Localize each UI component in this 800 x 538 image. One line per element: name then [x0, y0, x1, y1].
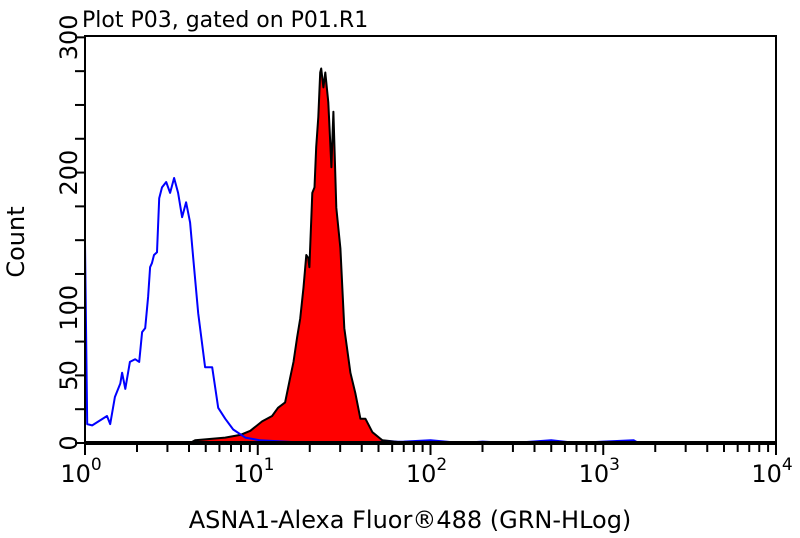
y-tick-label: 200 — [55, 150, 83, 196]
x-tick-exponent: 3 — [609, 455, 620, 475]
y-tick-label: 100 — [55, 285, 83, 331]
x-tick-base: 10 — [60, 460, 91, 488]
y-axis-title: Count — [2, 206, 30, 277]
x-tick-exponent: 0 — [91, 455, 102, 475]
y-tick-label: 300 — [55, 14, 83, 60]
series-layer — [84, 67, 776, 444]
x-tick-exponent: 4 — [782, 455, 793, 475]
y-tick-label: 50 — [55, 360, 83, 391]
x-tick-base: 10 — [406, 460, 437, 488]
y-tick-label: 0 — [55, 435, 83, 450]
x-tick-label: 102 — [406, 455, 447, 488]
series-1-filled-histogram — [189, 67, 405, 444]
x-tick-label: 100 — [60, 455, 101, 488]
x-tick-exponent: 2 — [436, 455, 447, 475]
x-tick-label: 101 — [233, 455, 274, 488]
x-axis-ticks: 100 101 102 103 104 — [60, 443, 793, 488]
chart-title: Plot P03, gated on P01.R1 — [82, 8, 368, 33]
x-tick-label: 104 — [751, 455, 792, 488]
plot-frame — [84, 35, 777, 444]
x-tick-base: 10 — [233, 460, 264, 488]
x-axis-title: ASNA1-Alexa Fluor®488 (GRN-HLog) — [189, 506, 632, 534]
x-tick-base: 10 — [579, 460, 610, 488]
series-0-line-histogram — [84, 177, 776, 444]
x-tick-label: 103 — [579, 455, 620, 488]
x-tick-base: 10 — [751, 460, 782, 488]
y-axis-ticks: 0 50 100 200 300 — [55, 14, 85, 451]
x-tick-exponent: 1 — [264, 455, 275, 475]
